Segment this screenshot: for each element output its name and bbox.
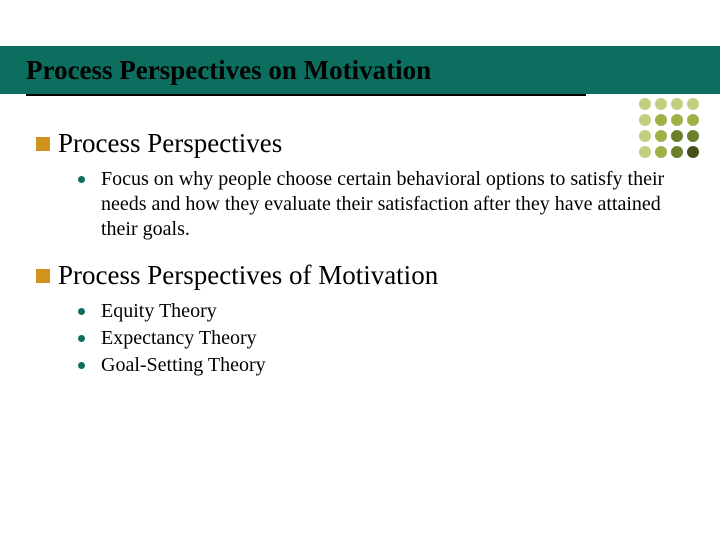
round-bullet-icon (78, 308, 85, 315)
title-bar: Process Perspectives on Motivation (0, 46, 720, 94)
decor-dot (671, 114, 683, 126)
decor-dot (639, 98, 651, 110)
round-bullet-icon (78, 176, 85, 183)
section: Process Perspectives of Motivation Equity… (36, 260, 684, 378)
decor-dot (671, 98, 683, 110)
slide-title: Process Perspectives on Motivation (0, 55, 431, 86)
square-bullet-icon (36, 137, 50, 151)
content-area: Process Perspectives Focus on why people … (36, 128, 684, 396)
decor-dot (687, 130, 699, 142)
round-bullet-icon (78, 335, 85, 342)
section-header: Process Perspectives of Motivation (36, 260, 684, 291)
list-item: Expectancy Theory (78, 326, 684, 351)
list-item-text: Equity Theory (101, 299, 217, 324)
round-bullet-icon (78, 362, 85, 369)
section-heading: Process Perspectives of Motivation (58, 260, 438, 291)
sub-list: Equity TheoryExpectancy TheoryGoal-Setti… (78, 299, 684, 378)
section-header: Process Perspectives (36, 128, 684, 159)
sub-list: Focus on why people choose certain behav… (78, 167, 684, 242)
decor-dot (639, 114, 651, 126)
section-heading: Process Perspectives (58, 128, 282, 159)
decor-dot (655, 98, 667, 110)
decor-dot (687, 98, 699, 110)
list-item-text: Goal-Setting Theory (101, 353, 266, 378)
decor-dot (687, 146, 699, 158)
list-item-text: Focus on why people choose certain behav… (101, 167, 684, 242)
decor-dot (655, 114, 667, 126)
list-item-text: Expectancy Theory (101, 326, 257, 351)
section: Process Perspectives Focus on why people … (36, 128, 684, 242)
decor-dot (687, 114, 699, 126)
list-item: Goal-Setting Theory (78, 353, 684, 378)
title-underline (26, 94, 586, 96)
list-item: Equity Theory (78, 299, 684, 324)
square-bullet-icon (36, 269, 50, 283)
list-item: Focus on why people choose certain behav… (78, 167, 684, 242)
